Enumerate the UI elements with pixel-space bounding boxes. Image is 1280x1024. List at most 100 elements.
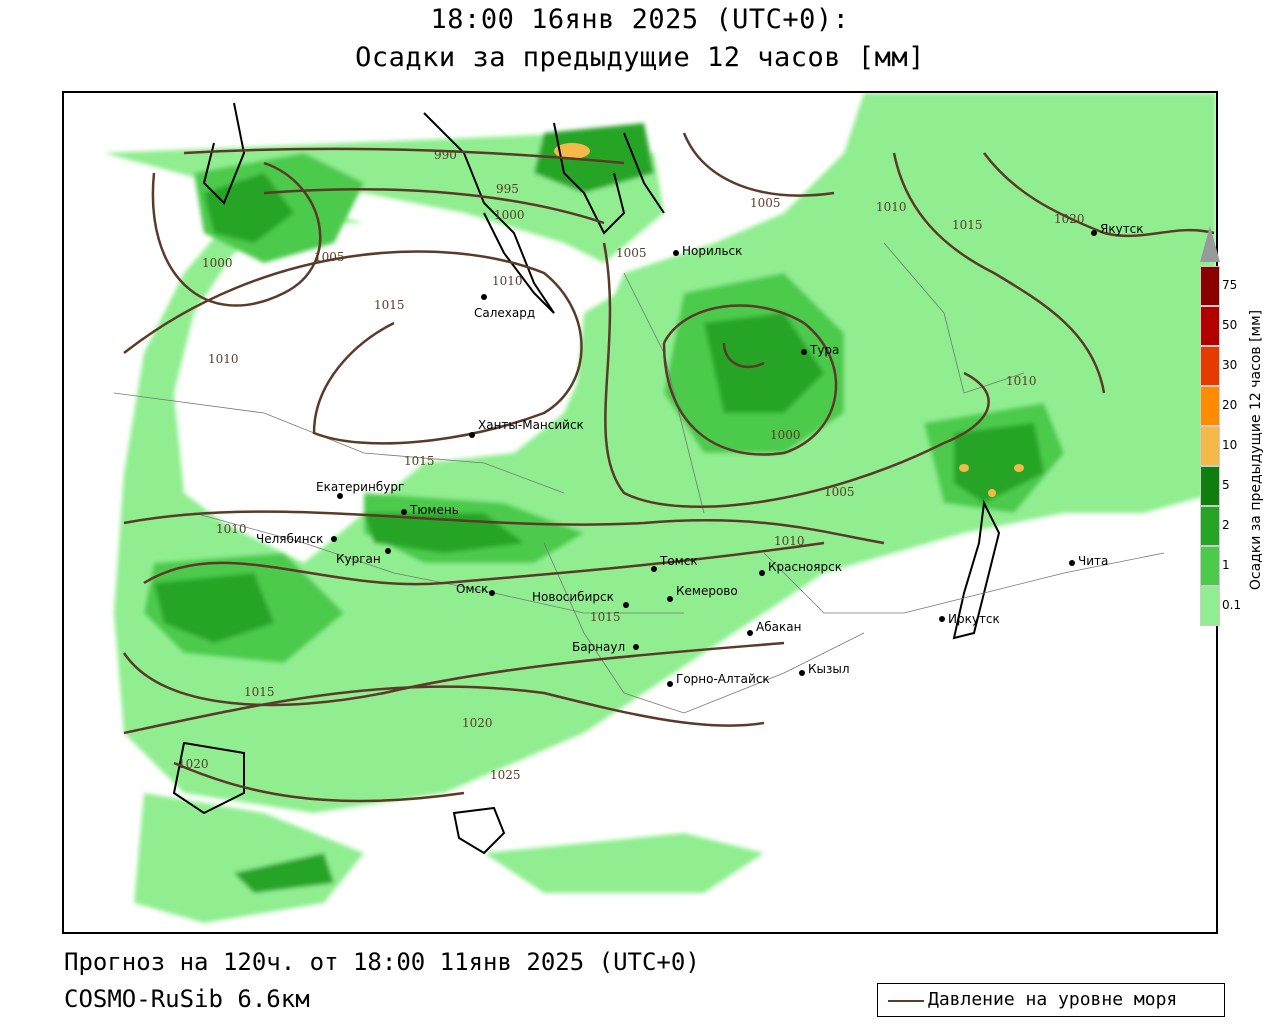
svg-text:Новосибирск: Новосибирск (532, 590, 614, 604)
forecast-info: Прогноз на 120ч. от 18:00 11янв 2025 (UT… (64, 948, 700, 976)
colorbar-segment (1200, 426, 1220, 466)
city-norilsk: Норильск (673, 244, 742, 258)
svg-text:Иркутск: Иркутск (948, 612, 1000, 626)
city-kyzyl: Кызыл (799, 662, 850, 676)
coastlines (172, 102, 1001, 855)
svg-text:Норильск: Норильск (682, 244, 742, 258)
svg-text:Горно-Алтайск: Горно-Алтайск (676, 672, 770, 686)
city-irkutsk: Иркутск (939, 612, 1000, 626)
precip-colorbar (1200, 226, 1220, 626)
isobar-label: 1020 (1054, 212, 1085, 226)
map-title-variable: Осадки за предыдущие 12 часов [мм] (355, 42, 925, 73)
map-canvas: 990 995 1000 1000 1005 1005 1005 1010 10… (104, 93, 1216, 923)
isobar-label: 990 (434, 148, 457, 162)
city-kurgan: Курган (336, 548, 391, 566)
svg-text:Тура: Тура (809, 343, 839, 357)
precip-fields (104, 93, 1216, 923)
heavy-precip-spots (554, 143, 1024, 497)
svg-text:Якутск: Якутск (1100, 222, 1144, 236)
isobar-label: 1015 (590, 610, 621, 624)
colorbar-segment (1200, 546, 1220, 586)
isobar-legend-label: Давление на уровне моря (928, 989, 1178, 1010)
isobar-label: 1005 (824, 485, 855, 499)
colorbar-tick-label: 5 (1222, 478, 1230, 492)
isobar-label: 1015 (952, 218, 983, 232)
precipitation-map: 990 995 1000 1000 1005 1005 1005 1010 10… (62, 91, 1218, 934)
isobar-label: 1010 (216, 522, 247, 536)
svg-text:Омск: Омск (456, 582, 488, 596)
isobar-label: 1005 (616, 246, 647, 260)
colorbar-tick-label: 30 (1222, 358, 1238, 372)
city-krasnoyarsk: Красноярск (759, 560, 842, 576)
svg-text:Абакан: Абакан (756, 620, 801, 634)
svg-text:Курган: Курган (336, 552, 381, 566)
colorbar-segment (1200, 346, 1220, 386)
city-khanty-mansiysk: Ханты-Мансийск (469, 418, 584, 438)
svg-text:Челябинск: Челябинск (256, 532, 323, 546)
city-novosibirsk: Новосибирск (532, 590, 629, 608)
model-name: COSMO-RuSib 6.6км (64, 985, 310, 1013)
svg-text:Красноярск: Красноярск (768, 560, 842, 574)
svg-text:Салехард: Салехард (474, 306, 535, 320)
svg-text:Кемерово: Кемерово (676, 584, 738, 598)
isobar-label: 1000 (770, 428, 801, 442)
isobar-label: 1010 (1006, 374, 1037, 388)
colorbar-tick-label: 10 (1222, 438, 1238, 452)
isobar-label: 1010 (774, 534, 805, 548)
city-yakutsk: Якутск (1091, 222, 1144, 236)
city-gorno-altaysk: Горно-Алтайск (667, 672, 770, 687)
svg-text:Ханты-Мансийск: Ханты-Мансийск (478, 418, 584, 432)
isobar-label: 1010 (876, 200, 907, 214)
isobar-label: 1000 (202, 256, 233, 270)
isobar-label: 1005 (750, 196, 781, 210)
city-tura: Тура (801, 343, 839, 357)
city-salekhard: Салехард (474, 294, 535, 320)
isobar-label: 1020 (178, 757, 209, 771)
city-chita: Чита (1069, 554, 1108, 568)
city-yekaterinburg: Екатеринбург (316, 480, 404, 499)
colorbar-tick-label: 0.1 (1222, 598, 1242, 612)
colorbar-tick-label: 2 (1222, 518, 1230, 532)
city-chelyabinsk: Челябинск (256, 532, 337, 546)
colorbar-tick-label: 50 (1222, 318, 1238, 332)
colorbar-max-arrow (1200, 226, 1220, 262)
colorbar-segment (1200, 306, 1220, 346)
city-tyumen: Тюмень (401, 503, 459, 517)
isobar-label: 1020 (462, 716, 493, 730)
isobar-label: 1000 (494, 208, 525, 222)
isobar-label: 995 (496, 182, 519, 196)
isobar-labels: 990 995 1000 1000 1005 1005 1005 1010 10… (178, 148, 1085, 782)
city-tomsk: Томск (651, 554, 698, 572)
isobar-label: 1010 (208, 352, 239, 366)
colorbar-tick-label: 1 (1222, 558, 1230, 572)
svg-text:Барнаул: Барнаул (572, 640, 625, 654)
colorbar-segment (1200, 466, 1220, 506)
isobars (122, 132, 1215, 803)
svg-text:Тюмень: Тюмень (409, 503, 459, 517)
isobar-label: 1010 (492, 274, 523, 288)
colorbar-segment (1200, 386, 1220, 426)
svg-text:Чита: Чита (1078, 554, 1108, 568)
svg-text:Томск: Томск (659, 554, 698, 568)
city-omsk: Омск (456, 582, 495, 596)
isobar-label: 1015 (244, 685, 275, 699)
isobar-legend-line (888, 1000, 924, 1002)
city-kemerovo: Кемерово (667, 584, 738, 602)
colorbar-segment (1200, 506, 1220, 546)
colorbar-segment (1200, 586, 1220, 626)
colorbar-title: Осадки за предыдущие 12 часов [мм] (1248, 309, 1264, 591)
isobar-label: 1005 (314, 250, 345, 264)
colorbar-segment (1200, 266, 1220, 306)
isobar-label: 1025 (490, 768, 521, 782)
cities: Якутск Норильск Салехард Тура Ханты-Манс… (256, 222, 1144, 687)
svg-text:Кызыл: Кызыл (808, 662, 850, 676)
svg-text:Екатеринбург: Екатеринбург (316, 480, 404, 494)
colorbar-tick-label: 20 (1222, 398, 1238, 412)
city-barnaul: Барнаул (572, 640, 639, 654)
city-abakan: Абакан (747, 620, 801, 636)
isobar-legend: Давление на уровне моря (877, 983, 1225, 1017)
isobar-label: 1015 (404, 454, 435, 468)
colorbar-tick-label: 75 (1222, 278, 1238, 292)
map-title-time: 18:00 16янв 2025 (UTC+0): (430, 4, 850, 35)
isobar-label: 1015 (374, 298, 405, 312)
